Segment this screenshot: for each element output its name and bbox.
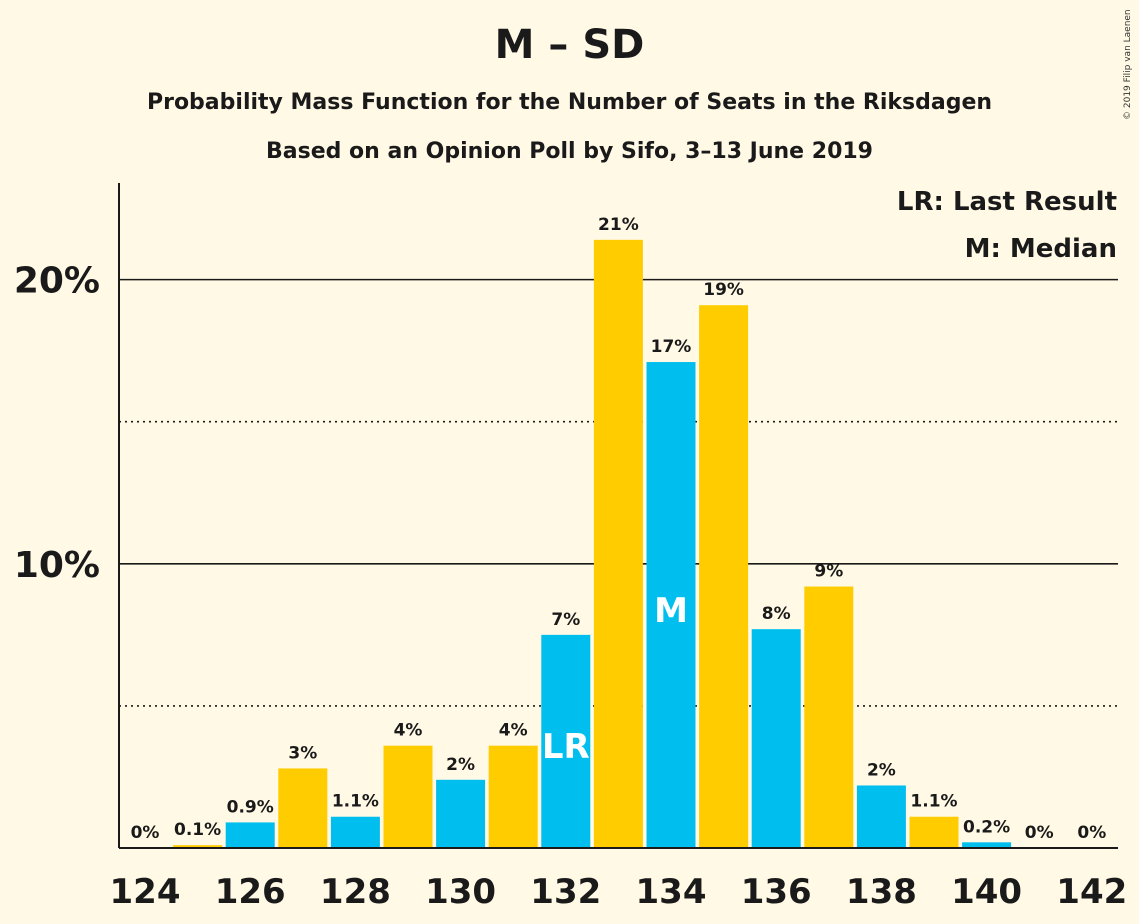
bar-139 bbox=[909, 816, 959, 848]
bar-130 bbox=[436, 779, 486, 848]
data-label: 4% bbox=[394, 721, 423, 741]
bar-marker-M: M bbox=[654, 591, 688, 631]
chart-subtitle: Probability Mass Function for the Number… bbox=[146, 90, 993, 115]
data-label: 2% bbox=[446, 755, 475, 775]
bar-135 bbox=[699, 305, 749, 848]
bar-129 bbox=[383, 745, 433, 848]
x-tick-label: 136 bbox=[741, 872, 812, 912]
bar-138 bbox=[856, 785, 906, 848]
x-tick-label: 140 bbox=[951, 872, 1022, 912]
y-tick-label: 10% bbox=[14, 545, 100, 586]
y-tick-label: 20% bbox=[14, 261, 100, 302]
bar-137 bbox=[804, 586, 854, 848]
bar-128 bbox=[330, 816, 380, 848]
x-tick-label: 134 bbox=[636, 872, 707, 912]
data-label: 8% bbox=[762, 604, 791, 624]
svg-text:© 2019 Filip van Laenen: © 2019 Filip van Laenen bbox=[1123, 9, 1133, 120]
data-label: 7% bbox=[551, 610, 580, 630]
x-tick-label: 138 bbox=[846, 872, 917, 912]
data-label: 0% bbox=[1025, 823, 1054, 843]
chart-title: M – SD bbox=[494, 22, 645, 68]
bar-131 bbox=[488, 745, 538, 848]
x-tick-label: 126 bbox=[215, 872, 286, 912]
copyright-notice: © 2019 Filip van Laenen bbox=[1123, 9, 1133, 120]
x-tick-label: 130 bbox=[425, 872, 496, 912]
data-label: 1.1% bbox=[332, 792, 379, 812]
bar-133 bbox=[593, 239, 643, 849]
bar-127 bbox=[278, 768, 328, 848]
bar-134 bbox=[646, 362, 696, 848]
data-label: 17% bbox=[651, 337, 692, 357]
bar-132 bbox=[541, 634, 591, 848]
data-label: 21% bbox=[598, 215, 639, 235]
data-label: 0% bbox=[131, 823, 160, 843]
bar-136 bbox=[751, 629, 801, 848]
x-tick-label: 132 bbox=[530, 872, 601, 912]
data-label: 0.9% bbox=[227, 797, 274, 817]
data-label: 19% bbox=[703, 280, 744, 300]
data-label: 9% bbox=[814, 562, 843, 582]
data-label: 2% bbox=[867, 760, 896, 780]
data-label: 0.1% bbox=[174, 820, 221, 840]
data-label: 0.2% bbox=[963, 817, 1010, 837]
bar-125 bbox=[173, 845, 223, 848]
x-tick-label: 128 bbox=[320, 872, 391, 912]
data-label: 4% bbox=[499, 721, 528, 741]
x-tick-label: 142 bbox=[1056, 872, 1127, 912]
bar-126 bbox=[225, 822, 275, 848]
x-tick-label: 124 bbox=[110, 872, 181, 912]
bar-140 bbox=[962, 842, 1012, 848]
data-label: 0% bbox=[1077, 823, 1106, 843]
legend-entry: M: Median bbox=[965, 234, 1117, 264]
chart-subtitle-poll: Based on an Opinion Poll by Sifo, 3–13 J… bbox=[266, 139, 873, 164]
legend-entry: LR: Last Result bbox=[897, 187, 1117, 217]
bar-marker-LR: LR bbox=[542, 727, 590, 767]
data-label: 3% bbox=[288, 743, 317, 763]
data-label: 1.1% bbox=[910, 792, 957, 812]
